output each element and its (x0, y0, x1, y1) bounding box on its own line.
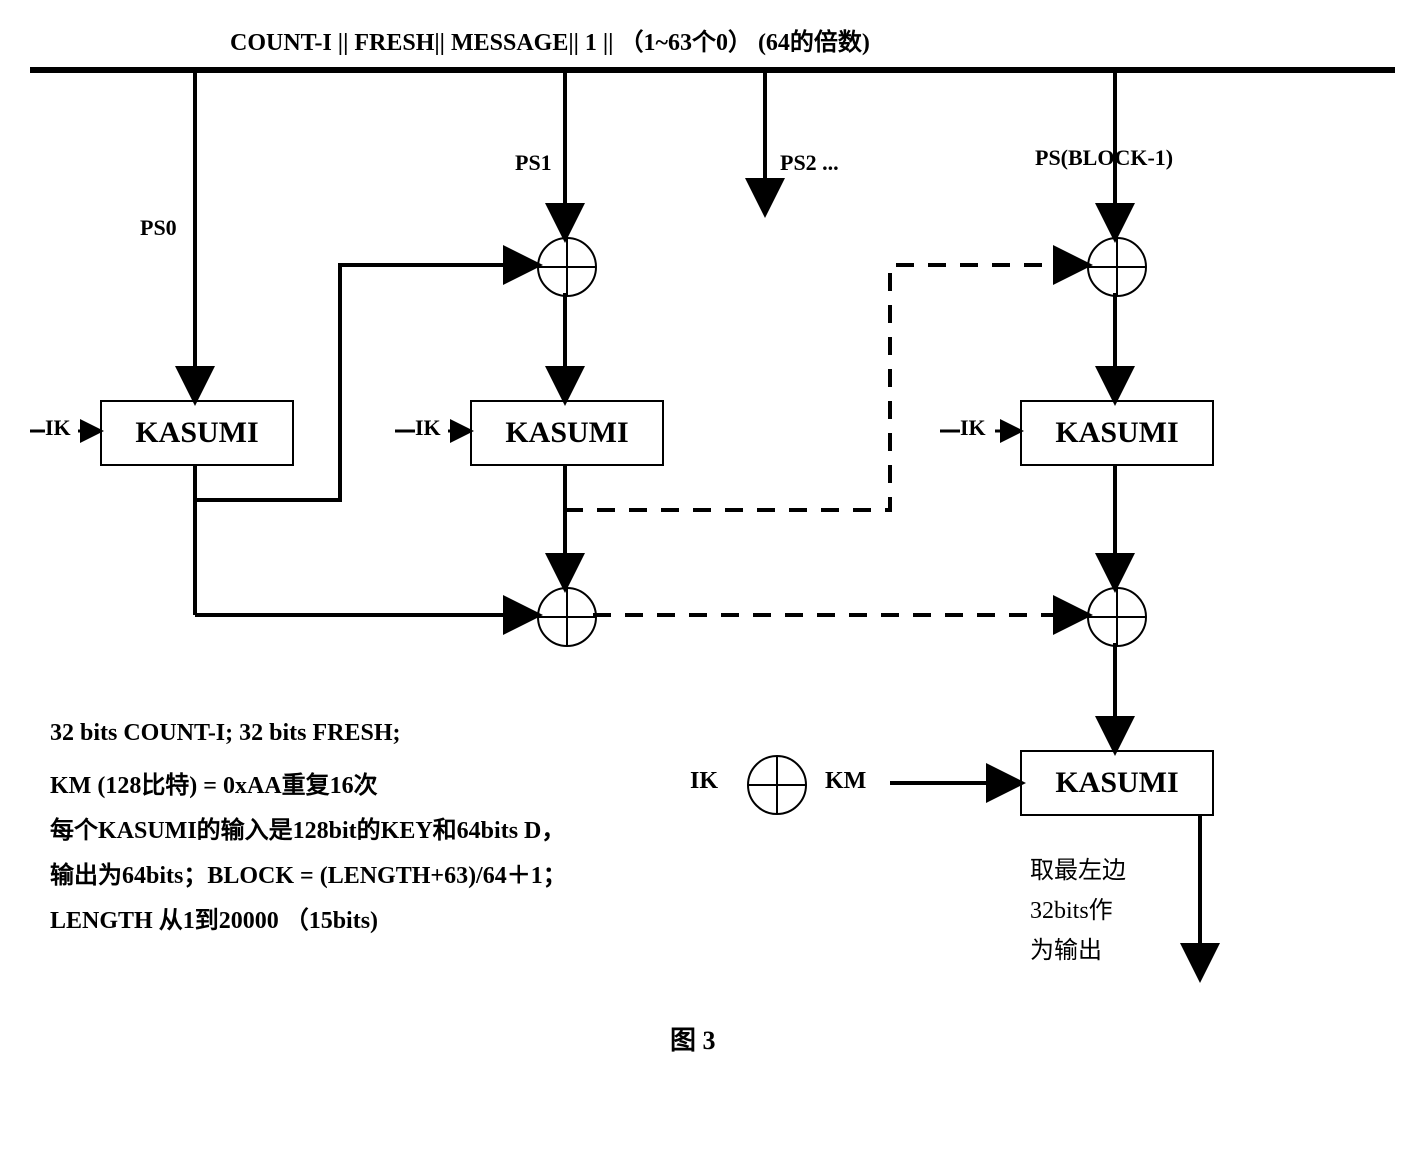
output-note-3: 为输出 (1030, 930, 1102, 965)
note-line-5: LENGTH 从1到20000 （15bits) (50, 900, 378, 935)
ps0-label: PS0 (140, 215, 177, 241)
note-line-2: KM (128比特) = 0xAA重复16次 (50, 765, 378, 800)
xor-acc-n (1087, 587, 1147, 647)
output-note-1: 取最左边 (1030, 850, 1126, 885)
ps1-label: PS1 (515, 150, 552, 176)
psblock-label: PS(BLOCK-1) (1035, 145, 1173, 171)
note-line-1: 32 bits COUNT-I; 32 bits FRESH; (50, 720, 401, 747)
kasumi-box-final: KASUMI (1020, 750, 1214, 816)
xor-top-1 (537, 237, 597, 297)
xor-top-n (1087, 237, 1147, 297)
ik-label-3: IK (960, 415, 986, 441)
km-label: KM (825, 768, 866, 795)
note-line-4: 输出为64bits；BLOCK = (LENGTH+63)/64＋1； (50, 855, 567, 890)
diagram-container: COUNT-I || FRESH|| MESSAGE|| 1 || （1~63个… (20, 20, 1405, 1129)
kasumi-box-1: KASUMI (470, 400, 664, 466)
xor-ik-km (747, 755, 807, 815)
ik-label-2: IK (415, 415, 441, 441)
xor-acc-1 (537, 587, 597, 647)
input-string-label: COUNT-I || FRESH|| MESSAGE|| 1 || （1~63个… (230, 22, 870, 57)
figure-caption: 图 3 (670, 1020, 716, 1057)
connectors-svg (20, 20, 1405, 1129)
output-note-2: 32bits作 (1030, 890, 1113, 925)
ik-label-1: IK (45, 415, 71, 441)
kasumi-box-0: KASUMI (100, 400, 294, 466)
ps2-label: PS2 ... (780, 150, 839, 176)
note-line-3: 每个KASUMI的输入是128bit的KEY和64bits D， (50, 810, 565, 845)
ik-label-final: IK (690, 768, 718, 795)
kasumi-box-n: KASUMI (1020, 400, 1214, 466)
